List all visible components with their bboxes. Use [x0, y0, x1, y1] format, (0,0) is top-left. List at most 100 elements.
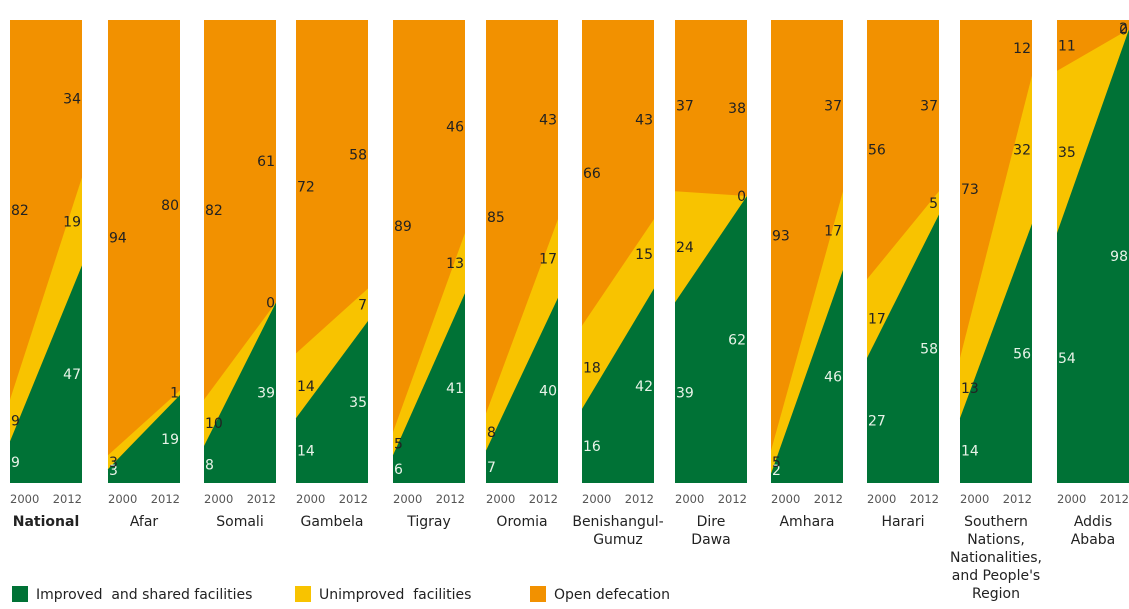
region-label-oromia: Oromia [496, 514, 547, 530]
year-2012-afar: 2012 [151, 492, 180, 506]
label-improved-2000-dire-dawa: 39 [676, 386, 694, 402]
year-2012-southern-nations-nationalities-and-people-s-region: 2012 [1003, 492, 1032, 506]
label-open-2000-amhara: 93 [772, 228, 790, 244]
region-label-southern-nations-nationalities-and-people-s-region-line-1: Southern [964, 514, 1028, 530]
label-unimproved-2000-national: 9 [11, 413, 20, 429]
label-open-2012-harari: 37 [920, 99, 938, 115]
region-label-tigray: Tigray [406, 514, 451, 530]
label-open-2000-dire-dawa: 37 [676, 99, 694, 115]
year-2012-somali: 2012 [247, 492, 276, 506]
label-improved-2012-harari: 58 [920, 342, 938, 358]
year-2000-harari: 2000 [867, 492, 896, 506]
year-2000-tigray: 2000 [393, 492, 422, 506]
label-open-2012-addis-ababa: 2 [1119, 21, 1128, 37]
label-improved-2012-gambela: 35 [349, 395, 367, 411]
label-unimproved-2000-addis-ababa: 35 [1058, 145, 1076, 161]
label-open-2000-somali: 82 [205, 203, 223, 219]
region-label-southern-nations-nationalities-and-people-s-region-line-5: Region [972, 586, 1020, 602]
legend-label-improved: Improved and shared facilities [36, 587, 253, 603]
region-label-harari: Harari [881, 514, 924, 530]
label-unimproved-2012-southern-nations-nationalities-and-people-s-region: 32 [1013, 143, 1031, 159]
region-label-amhara: Amhara [779, 514, 834, 530]
label-open-2000-gambela: 72 [297, 180, 315, 196]
label-improved-2000-harari: 27 [868, 413, 886, 429]
label-improved-2000-gambela: 14 [297, 444, 315, 460]
area-improved-tigray [393, 293, 465, 483]
year-2000-national: 2000 [10, 492, 39, 506]
legend-label-unimproved: Unimproved facilities [319, 587, 472, 603]
year-2012-dire-dawa: 2012 [718, 492, 747, 506]
label-improved-2000-amhara: 2 [772, 463, 781, 479]
label-open-2012-amhara: 37 [824, 99, 842, 115]
label-open-2012-afar: 80 [161, 198, 179, 214]
legend-label-open-defecation: Open defecation [554, 587, 670, 603]
year-2012-benishangul-gumuz: 2012 [625, 492, 654, 506]
label-improved-2012-dire-dawa: 62 [728, 332, 746, 348]
label-improved-2012-amhara: 46 [824, 370, 842, 386]
year-2012-gambela: 2012 [339, 492, 368, 506]
label-open-2000-addis-ababa: 11 [1058, 38, 1076, 54]
label-improved-2000-benishangul-gumuz: 16 [583, 439, 601, 455]
label-improved-2000-oromia: 7 [487, 460, 496, 476]
legend-item-open-defecation: Open defecation [530, 586, 670, 603]
label-open-2000-afar: 94 [109, 231, 127, 247]
region-label-gambela: Gambela [300, 514, 363, 530]
label-open-2000-harari: 56 [868, 143, 886, 159]
label-improved-2000-somali: 8 [205, 457, 214, 473]
label-open-2012-gambela: 58 [349, 147, 367, 163]
label-improved-2012-oromia: 40 [539, 383, 557, 399]
year-2012-tigray: 2012 [436, 492, 465, 506]
label-open-2012-southern-nations-nationalities-and-people-s-region: 12 [1013, 41, 1031, 57]
area-improved-dire-dawa [675, 195, 747, 483]
label-unimproved-2012-addis-ababa: 0 [1119, 22, 1128, 38]
region-label-somali: Somali [216, 514, 263, 530]
year-2012-harari: 2012 [910, 492, 939, 506]
label-unimproved-2012-harari: 5 [929, 196, 938, 212]
year-2000-dire-dawa: 2000 [675, 492, 704, 506]
region-label-dire-dawa-line-2: Dawa [691, 532, 730, 548]
region-label-addis-ababa-line-2: Ababa [1071, 532, 1116, 548]
label-unimproved-2012-benishangul-gumuz: 15 [635, 247, 653, 263]
label-unimproved-2000-dire-dawa: 24 [676, 240, 694, 256]
region-label-addis-ababa-line-1: Addis [1074, 514, 1112, 530]
label-unimproved-2000-gambela: 14 [297, 379, 315, 395]
area-improved-harari [867, 214, 939, 483]
label-open-2012-benishangul-gumuz: 43 [635, 113, 653, 129]
legend-swatch-unimproved [295, 586, 311, 602]
legend-swatch-improved [12, 586, 28, 602]
label-open-2000-southern-nations-nationalities-and-people-s-region: 73 [961, 182, 979, 198]
region-label-southern-nations-nationalities-and-people-s-region-line-3: Nationalities, [950, 550, 1042, 566]
label-open-2000-national: 82 [11, 203, 29, 219]
label-improved-2012-addis-ababa: 98 [1110, 249, 1128, 265]
label-unimproved-2012-dire-dawa: 0 [737, 189, 746, 205]
year-2000-benishangul-gumuz: 2000 [582, 492, 611, 506]
label-improved-2012-national: 47 [63, 367, 81, 383]
year-2000-somali: 2000 [204, 492, 233, 506]
area-improved-somali [204, 302, 276, 483]
label-unimproved-2012-tigray: 13 [446, 256, 464, 272]
label-unimproved-2012-oromia: 17 [539, 251, 557, 267]
area-improved-amhara [771, 270, 843, 483]
area-improved-gambela [296, 320, 368, 483]
label-improved-2000-addis-ababa: 54 [1058, 351, 1076, 367]
label-unimproved-2012-amhara: 17 [824, 224, 842, 240]
label-open-2012-tigray: 46 [446, 119, 464, 135]
year-2000-oromia: 2000 [486, 492, 515, 506]
area-improved-national [10, 265, 82, 483]
label-unimproved-2000-afar: 3 [109, 455, 118, 471]
area-improved-southern-nations-nationalities-and-people-s-region [960, 223, 1032, 483]
label-improved-2012-southern-nations-nationalities-and-people-s-region: 56 [1013, 346, 1031, 362]
label-unimproved-2000-somali: 10 [205, 416, 223, 432]
label-improved-2000-tigray: 6 [394, 462, 403, 478]
year-2012-oromia: 2012 [529, 492, 558, 506]
year-2000-southern-nations-nationalities-and-people-s-region: 2000 [960, 492, 989, 506]
label-improved-2000-southern-nations-nationalities-and-people-s-region: 14 [961, 444, 979, 460]
year-2000-addis-ababa: 2000 [1057, 492, 1086, 506]
label-open-2000-benishangul-gumuz: 66 [583, 166, 601, 182]
label-unimproved-2000-oromia: 8 [487, 425, 496, 441]
label-unimproved-2012-gambela: 7 [358, 298, 367, 314]
label-improved-2012-benishangul-gumuz: 42 [635, 379, 653, 395]
label-unimproved-2012-afar: 1 [170, 386, 179, 402]
legend-swatch-open-defecation [530, 586, 546, 602]
year-2012-national: 2012 [53, 492, 82, 506]
